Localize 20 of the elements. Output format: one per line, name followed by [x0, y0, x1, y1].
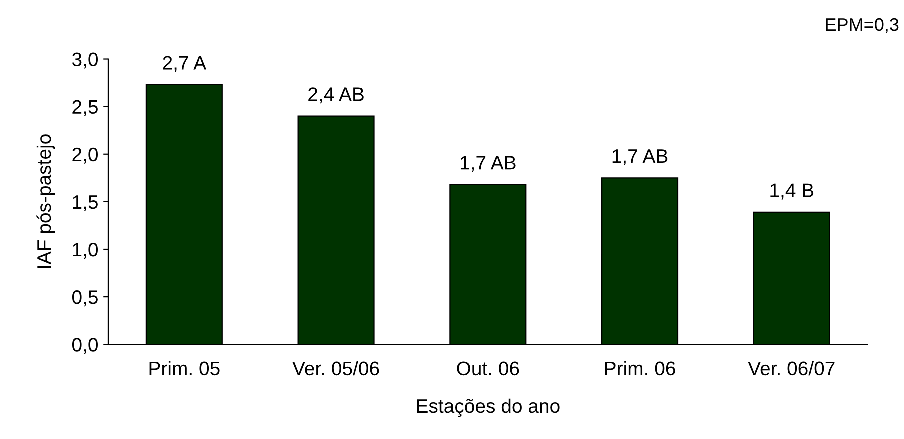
data-label: 2,4 AB — [308, 88, 364, 104]
x-axis-title: Estações do ano — [417, 398, 560, 418]
y-tick-label: 0,5 — [72, 290, 98, 307]
data-label: 2,7 A — [163, 56, 207, 72]
y-tick-label: 1,0 — [73, 242, 98, 260]
y-tick-label: 3,0 — [72, 52, 98, 69]
x-tick-label: Ver. 06/07 — [748, 361, 835, 376]
text: EPM=0,3 — [826, 18, 899, 34]
x-tick-label: Out. 06 — [457, 362, 520, 376]
x-tick-label: Prim. 06 — [605, 361, 676, 376]
y-axis-title: IAF pós-pastejo — [36, 134, 56, 268]
y-tick-label: 2,0 — [72, 148, 98, 164]
data-label: 1,7 AB — [612, 150, 668, 166]
y-tick-label: 1,5 — [73, 196, 98, 212]
data-label: 1,4 B — [770, 184, 814, 200]
x-tick-label: Ver. 05/06 — [292, 361, 380, 376]
y-tick-label: 2,5 — [72, 100, 98, 116]
data-label: 1,7 AB — [460, 156, 516, 172]
x-tick-label: Prim. 05 — [150, 361, 220, 376]
y-tick-label: 0,0 — [72, 338, 98, 354]
